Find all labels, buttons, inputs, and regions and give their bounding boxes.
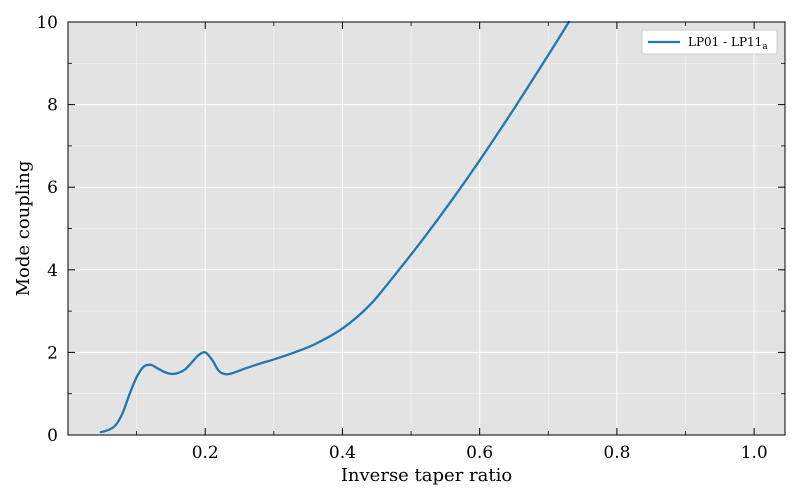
y-tick-label: 0	[47, 426, 58, 446]
y-tick-label: 10	[36, 13, 58, 33]
grid-lines	[68, 22, 785, 435]
x-tick-label: 1.0	[741, 443, 768, 463]
legend-series-subscript: a	[762, 42, 768, 52]
y-tick-label: 2	[47, 343, 58, 363]
series-line-lp01-lp11a	[99, 20, 571, 434]
y-tick-label: 4	[47, 261, 58, 281]
legend-box	[641, 29, 778, 55]
y-axis-label: Mode coupling	[13, 161, 34, 297]
x-axis-label: Inverse taper ratio	[341, 465, 512, 486]
tick-labels: 0.2 0.4 0.6 0.8 1.0 0 2 4 6 8 10	[36, 13, 767, 463]
axis-ticks	[68, 21, 785, 436]
legend-entry-label: LP01 - LP11a	[688, 35, 768, 52]
x-tick-label: 0.4	[329, 443, 356, 463]
y-tick-label: 6	[47, 178, 58, 198]
x-tick-label: 0.6	[466, 443, 493, 463]
legend-series-name: LP01 - LP11	[688, 35, 762, 49]
x-tick-label: 0.2	[192, 443, 219, 463]
x-tick-label: 0.8	[603, 443, 630, 463]
y-tick-label: 8	[47, 96, 58, 116]
legend: LP01 - LP11a	[641, 29, 778, 55]
series-layer	[99, 20, 571, 434]
